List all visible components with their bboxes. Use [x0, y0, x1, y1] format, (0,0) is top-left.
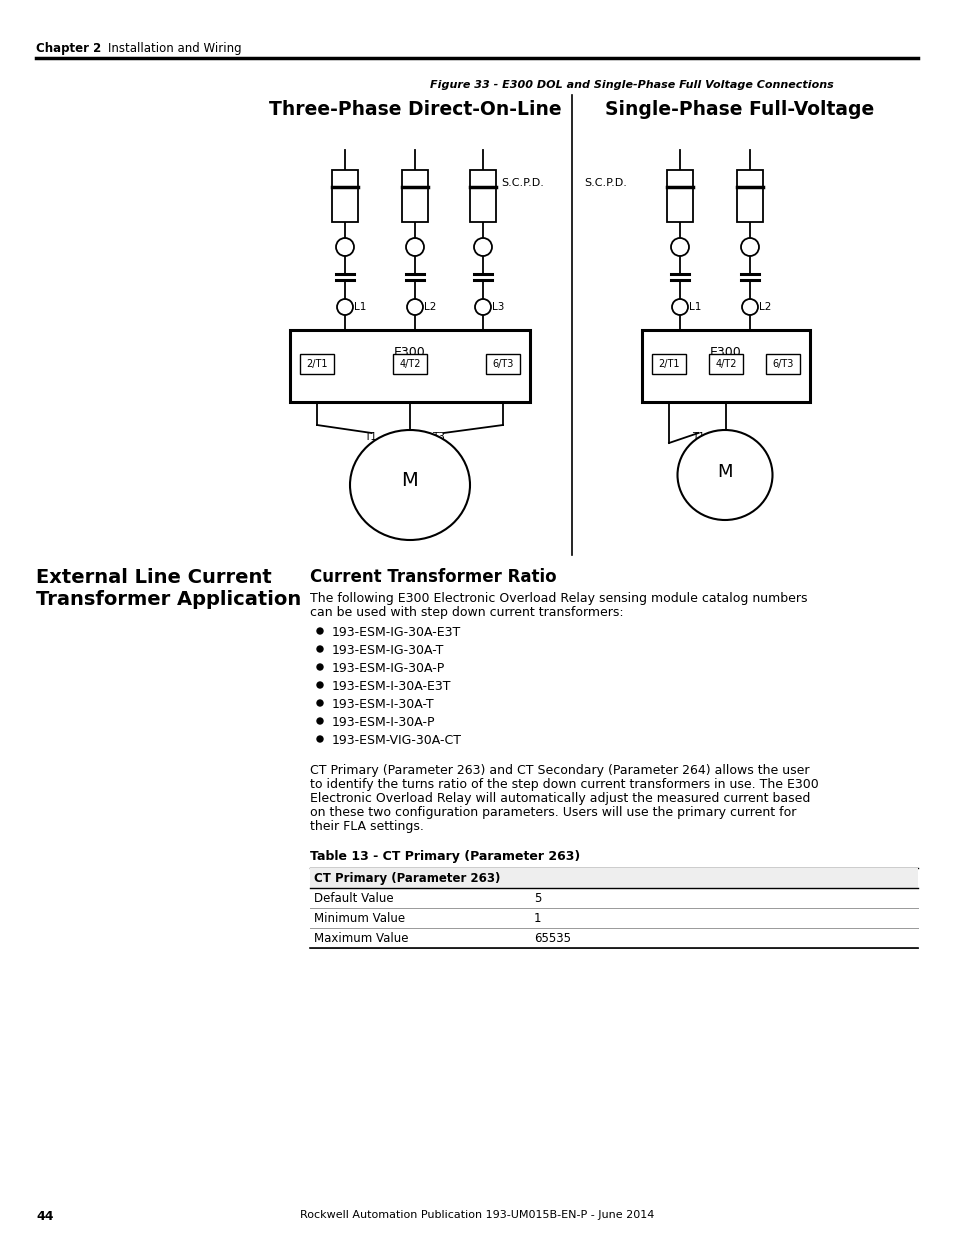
Text: on these two configuration parameters. Users will use the primary current for: on these two configuration parameters. U… — [310, 806, 796, 819]
Circle shape — [474, 238, 492, 256]
Text: M: M — [401, 471, 418, 489]
Circle shape — [316, 664, 323, 671]
Circle shape — [670, 238, 688, 256]
Text: S.C.P.D.: S.C.P.D. — [583, 178, 626, 188]
Circle shape — [740, 238, 759, 256]
Text: T2: T2 — [720, 432, 732, 442]
Text: 4/T2: 4/T2 — [715, 359, 736, 369]
Ellipse shape — [350, 430, 470, 540]
Circle shape — [316, 682, 323, 688]
Bar — [666, 170, 692, 222]
Circle shape — [335, 238, 354, 256]
Text: 2/T1: 2/T1 — [306, 359, 328, 369]
Text: T3: T3 — [431, 432, 444, 442]
Bar — [708, 354, 742, 374]
Text: 2/T1: 2/T1 — [658, 359, 679, 369]
Bar — [310, 868, 917, 888]
Bar — [393, 354, 427, 374]
Bar — [737, 170, 762, 222]
Text: 193-ESM-VIG-30A-CT: 193-ESM-VIG-30A-CT — [332, 734, 461, 747]
Circle shape — [316, 700, 323, 706]
Bar — [470, 170, 496, 222]
Circle shape — [316, 736, 323, 742]
Text: 4/T2: 4/T2 — [399, 359, 420, 369]
Bar — [299, 354, 334, 374]
Text: 193-ESM-IG-30A-E3T: 193-ESM-IG-30A-E3T — [332, 626, 460, 638]
Text: 193-ESM-I-30A-T: 193-ESM-I-30A-T — [332, 698, 435, 711]
Circle shape — [316, 718, 323, 724]
Text: 65535: 65535 — [534, 932, 571, 945]
Bar — [332, 170, 357, 222]
Text: L2: L2 — [759, 303, 771, 312]
Circle shape — [316, 646, 323, 652]
Text: Transformer Application: Transformer Application — [36, 590, 301, 609]
Text: Table 13 - CT Primary (Parameter 263): Table 13 - CT Primary (Parameter 263) — [310, 850, 579, 863]
Text: T1: T1 — [364, 432, 376, 442]
Text: to identify the turns ratio of the step down current transformers in use. The E3: to identify the turns ratio of the step … — [310, 778, 818, 790]
Text: Chapter 2: Chapter 2 — [36, 42, 101, 56]
Text: L2: L2 — [423, 303, 436, 312]
Text: CT Primary (Parameter 263): CT Primary (Parameter 263) — [314, 872, 500, 885]
Text: Minimum Value: Minimum Value — [314, 911, 405, 925]
Text: Electronic Overload Relay will automatically adjust the measured current based: Electronic Overload Relay will automatic… — [310, 792, 809, 805]
Circle shape — [671, 299, 687, 315]
Text: 193-ESM-IG-30A-T: 193-ESM-IG-30A-T — [332, 643, 444, 657]
Text: can be used with step down current transformers:: can be used with step down current trans… — [310, 606, 623, 619]
Text: 1: 1 — [534, 911, 541, 925]
Ellipse shape — [677, 430, 772, 520]
Text: T2: T2 — [402, 432, 416, 442]
Text: M: M — [717, 463, 732, 480]
Text: L1: L1 — [354, 303, 366, 312]
Text: Figure 33 - E300 DOL and Single-Phase Full Voltage Connections: Figure 33 - E300 DOL and Single-Phase Fu… — [430, 80, 833, 90]
Bar — [651, 354, 685, 374]
Text: 193-ESM-I-30A-E3T: 193-ESM-I-30A-E3T — [332, 680, 451, 693]
Text: 6/T3: 6/T3 — [772, 359, 793, 369]
Text: L1: L1 — [688, 303, 700, 312]
Bar — [485, 354, 519, 374]
Text: T1: T1 — [691, 432, 704, 442]
Text: their FLA settings.: their FLA settings. — [310, 820, 423, 832]
Text: Current Transformer Ratio: Current Transformer Ratio — [310, 568, 556, 585]
Text: E300: E300 — [709, 346, 741, 358]
Text: 5: 5 — [534, 892, 540, 905]
Circle shape — [407, 299, 422, 315]
Text: CT Primary (Parameter 263) and CT Secondary (Parameter 264) allows the user: CT Primary (Parameter 263) and CT Second… — [310, 764, 809, 777]
Text: E300: E300 — [394, 346, 425, 358]
Text: The following E300 Electronic Overload Relay sensing module catalog numbers: The following E300 Electronic Overload R… — [310, 592, 806, 605]
Text: Single-Phase Full-Voltage: Single-Phase Full-Voltage — [605, 100, 874, 119]
Text: Maximum Value: Maximum Value — [314, 932, 408, 945]
Text: 193-ESM-I-30A-P: 193-ESM-I-30A-P — [332, 716, 435, 729]
Text: Rockwell Automation Publication 193-UM015B-EN-P - June 2014: Rockwell Automation Publication 193-UM01… — [299, 1210, 654, 1220]
Text: Three-Phase Direct-On-Line: Three-Phase Direct-On-Line — [269, 100, 560, 119]
Text: 6/T3: 6/T3 — [492, 359, 513, 369]
Circle shape — [475, 299, 491, 315]
Text: 193-ESM-IG-30A-P: 193-ESM-IG-30A-P — [332, 662, 445, 676]
Text: Installation and Wiring: Installation and Wiring — [108, 42, 241, 56]
Bar — [641, 330, 809, 403]
Circle shape — [406, 238, 423, 256]
Bar — [290, 330, 530, 403]
Circle shape — [316, 629, 323, 634]
Text: 44: 44 — [36, 1210, 53, 1223]
Circle shape — [336, 299, 353, 315]
Text: S.C.P.D.: S.C.P.D. — [500, 178, 543, 188]
Text: L3: L3 — [492, 303, 504, 312]
Text: Default Value: Default Value — [314, 892, 394, 905]
Bar — [765, 354, 800, 374]
Text: External Line Current: External Line Current — [36, 568, 272, 587]
Bar — [401, 170, 428, 222]
Circle shape — [741, 299, 758, 315]
